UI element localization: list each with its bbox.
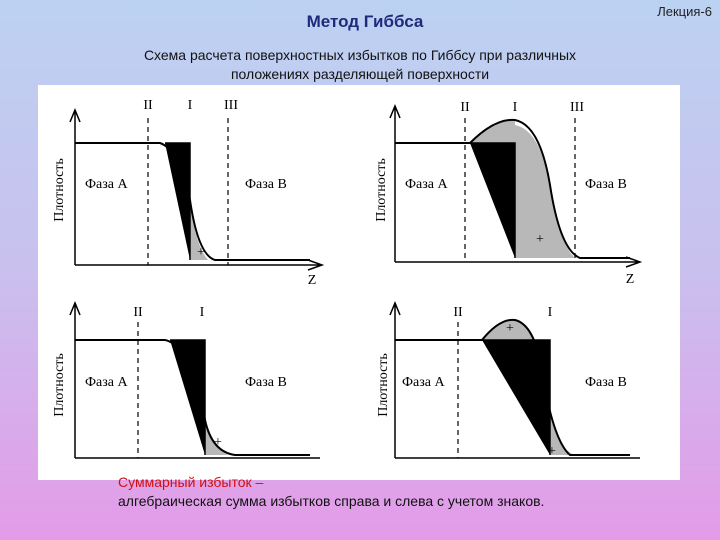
plane-label: III bbox=[570, 100, 584, 115]
sign: - bbox=[190, 345, 195, 360]
axes bbox=[389, 104, 643, 268]
axes bbox=[69, 301, 81, 458]
sign: - bbox=[543, 342, 548, 357]
plane-label: I bbox=[548, 305, 553, 320]
dividing-surface bbox=[482, 339, 551, 455]
axis-label: Плотность bbox=[374, 158, 389, 222]
plane-label: I bbox=[513, 100, 518, 115]
subtitle-line: положениях разделяющей поверхности bbox=[230, 66, 490, 82]
axis-label: Z bbox=[626, 272, 635, 287]
axis-label: Плотность bbox=[52, 353, 67, 417]
phase-label: Фаза В bbox=[585, 177, 627, 192]
excess-area bbox=[205, 420, 228, 455]
plane-label: I bbox=[200, 305, 205, 320]
axes bbox=[389, 301, 401, 458]
sign: + bbox=[197, 245, 205, 260]
phase-label: Фаза В bbox=[245, 177, 287, 192]
excess-area bbox=[470, 119, 515, 143]
title: Метод Гиббса bbox=[306, 12, 424, 31]
phase-label: Фаза А bbox=[85, 375, 129, 390]
sign: + bbox=[506, 321, 514, 336]
sign: - bbox=[180, 144, 185, 159]
phase-label: Фаза А bbox=[405, 177, 449, 192]
excess-area bbox=[515, 125, 575, 258]
phase-label: Фаза А bbox=[85, 177, 129, 192]
highlight-text: Суммарный избыток – bbox=[118, 474, 264, 490]
panel: II I + - + Фаза А Фаза В Плотность bbox=[376, 301, 640, 459]
density-curve bbox=[395, 118, 630, 259]
plane-label: II bbox=[133, 305, 143, 320]
excess-area bbox=[482, 319, 535, 340]
excess-area bbox=[190, 200, 208, 260]
plane-label: II bbox=[453, 305, 463, 320]
axis-label: Плотность bbox=[376, 353, 391, 417]
sign: + bbox=[536, 232, 544, 247]
dividing-surface bbox=[470, 142, 516, 258]
excess-area bbox=[550, 405, 575, 455]
axis-label: Плотность bbox=[52, 158, 67, 222]
phase-label: Фаза А bbox=[402, 375, 446, 390]
plane-label: III bbox=[224, 98, 238, 113]
panel: II I III + Фаза А Фаза В Z Плотность bbox=[374, 100, 643, 287]
lecture-number: Лекция-6 bbox=[657, 4, 712, 19]
diagram: II I III - + Фаза А Фаза В Z Плотность I… bbox=[38, 85, 680, 480]
axes bbox=[69, 108, 325, 271]
phase-label: Фаза В bbox=[245, 375, 287, 390]
footer-text: алгебраическая сумма избытков справа и с… bbox=[118, 493, 545, 509]
axis-label: Z bbox=[308, 273, 317, 288]
dividing-surface bbox=[165, 142, 191, 260]
subtitle-line: Схема расчета поверхностных избытков по … bbox=[143, 47, 577, 63]
phase-label: Фаза В bbox=[585, 375, 627, 390]
image-background bbox=[38, 85, 680, 480]
sign: + bbox=[548, 444, 556, 459]
plane-label: II bbox=[143, 98, 153, 113]
panel: II I - + Фаза А Фаза В Плотность bbox=[52, 301, 320, 459]
sign: + bbox=[214, 435, 222, 450]
plane-label: II bbox=[460, 100, 470, 115]
dividing-surface bbox=[170, 339, 206, 455]
panel: II I III - + Фаза А Фаза В Z Плотность bbox=[52, 98, 325, 288]
plane-label: I bbox=[188, 98, 193, 113]
